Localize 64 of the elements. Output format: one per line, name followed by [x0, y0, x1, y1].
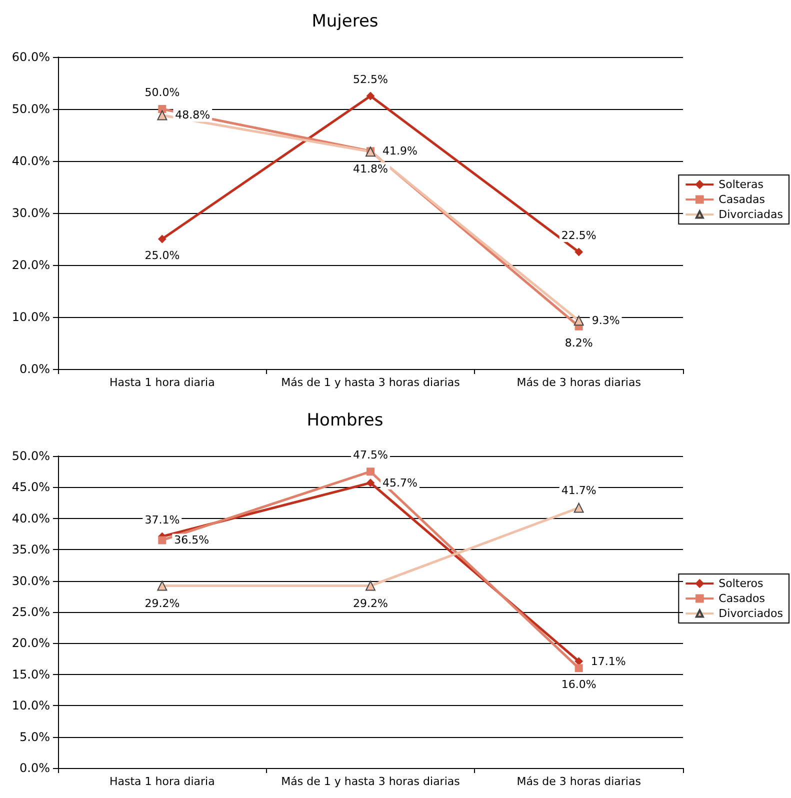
legend-label: Divorciadas — [718, 208, 784, 221]
data-label: 17.1% — [590, 654, 626, 668]
chart-title: Hombres — [306, 410, 384, 430]
y-tick-label: 20.0% — [12, 258, 50, 272]
y-tick-label: 35.0% — [12, 542, 50, 557]
y-tick-label: 40.0% — [12, 154, 50, 168]
y-tick-label: 5.0% — [20, 730, 50, 744]
point — [158, 536, 166, 544]
x-tick-label: Hasta 1 hora diaria — [109, 376, 215, 389]
y-tick-label: 40.0% — [12, 511, 50, 526]
y-tick-label: 0.0% — [20, 362, 50, 376]
x-tick-label: Más de 1 y hasta 3 horas diarias — [281, 775, 460, 788]
x-tick-label: Más de 3 horas diarias — [516, 376, 642, 389]
point — [574, 502, 584, 513]
point — [158, 105, 166, 113]
y-tick-label: 50.0% — [12, 449, 50, 463]
y-tick-label: 60.0% — [12, 50, 50, 64]
data-label: 41.8% — [353, 162, 388, 176]
data-label: 25.0% — [144, 249, 180, 262]
data-label: 16.0% — [561, 678, 596, 692]
data-label: 36.5% — [174, 534, 210, 547]
y-tick-label: 30.0% — [12, 574, 50, 588]
x-tick-label: Hasta 1 hora diaria — [109, 775, 215, 788]
y-tick-label: 10.0% — [12, 310, 50, 324]
y-tick-label: 20.0% — [12, 636, 50, 650]
y-tick-label: 45.0% — [12, 480, 50, 494]
data-label: 41.9% — [382, 144, 418, 158]
legend-label: Casados — [718, 592, 766, 605]
data-label: 8.2% — [564, 336, 593, 350]
data-label: 29.2% — [144, 596, 180, 610]
point — [157, 110, 168, 120]
point — [366, 92, 374, 100]
point — [366, 580, 376, 591]
chart-title: Mujeres — [312, 12, 378, 32]
point — [574, 248, 583, 256]
data-label: 29.2% — [353, 596, 388, 610]
y-tick-label: 30.0% — [12, 206, 50, 220]
legend-label: Solteros — [718, 577, 764, 590]
y-tick-label: 25.0% — [12, 605, 50, 619]
data-label: 37.1% — [144, 513, 180, 526]
point — [366, 478, 374, 487]
data-label: 47.5% — [353, 448, 388, 462]
point — [157, 580, 168, 591]
data-label: 48.8% — [175, 108, 210, 122]
y-tick-label: 0.0% — [20, 761, 50, 775]
point — [574, 657, 583, 666]
data-label: 41.7% — [561, 484, 596, 497]
legend-label: Casadas — [718, 193, 766, 206]
y-tick-label: 10.0% — [12, 698, 50, 713]
x-tick-label: Más de 1 y hasta 3 horas diarias — [281, 376, 460, 389]
data-label: 52.5% — [353, 73, 388, 86]
x-tick-label: Más de 3 horas diarias — [516, 775, 642, 788]
point — [574, 316, 584, 326]
y-tick-label: 50.0% — [12, 102, 50, 116]
data-label: 9.3% — [592, 314, 620, 328]
legend-label: Solteras — [718, 178, 764, 191]
data-label: 45.7% — [382, 476, 418, 490]
y-tick-label: 15.0% — [12, 667, 50, 682]
point — [574, 664, 583, 672]
legend-label: Divorciados — [718, 607, 784, 620]
data-label: 22.5% — [561, 229, 596, 242]
data-label: 50.0% — [144, 86, 180, 99]
point — [366, 468, 374, 476]
point — [158, 235, 166, 243]
